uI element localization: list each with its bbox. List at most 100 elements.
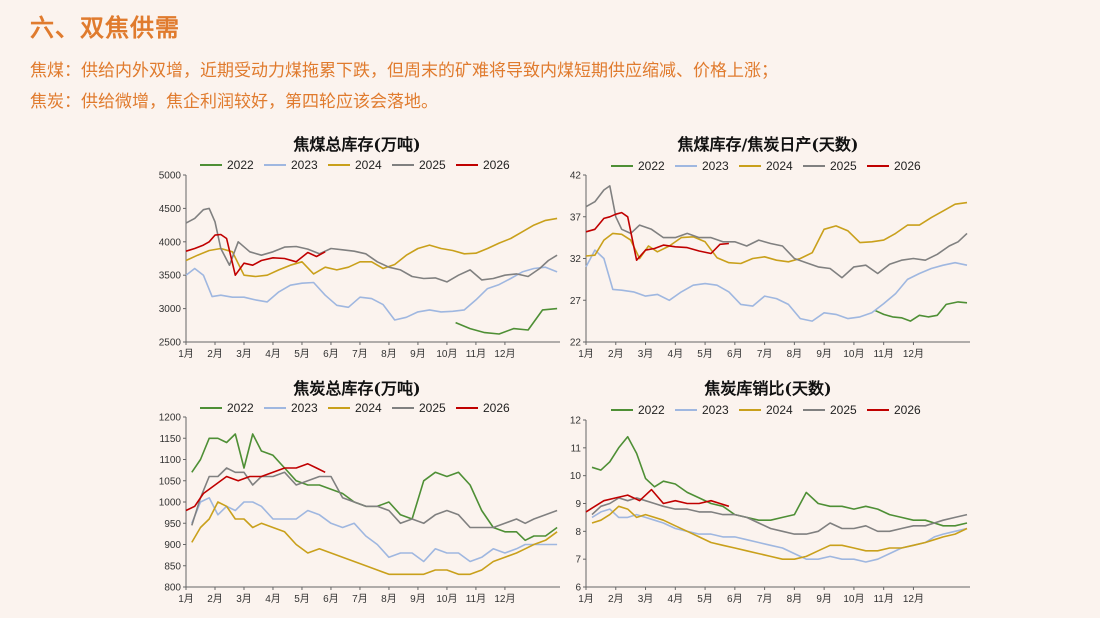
x-tick-label: 1月 — [578, 593, 594, 605]
legend-label-2023: 2023 — [291, 401, 318, 415]
series-line-2024 — [585, 201, 968, 265]
y-tick-label: 4000 — [159, 237, 182, 248]
series-line-2025 — [585, 185, 968, 279]
x-tick-label: 12月 — [903, 348, 924, 360]
legend-label-2023: 2023 — [702, 159, 729, 173]
x-tick-label: 10月 — [436, 348, 457, 360]
x-tick-label: 6月 — [727, 593, 743, 605]
series-line-2023 — [585, 249, 968, 322]
x-tick-label: 8月 — [787, 593, 803, 605]
legend-label-2024: 2024 — [766, 159, 793, 173]
y-tick-label: 5000 — [159, 171, 182, 182]
x-tick-label: 5月 — [294, 593, 310, 605]
x-tick-label: 6月 — [727, 348, 743, 360]
x-tick-label: 9月 — [816, 348, 832, 360]
legend-label-2024: 2024 — [355, 401, 382, 415]
y-tick-label: 4500 — [159, 204, 182, 215]
y-tick-label: 32 — [570, 254, 582, 265]
x-tick-label: 3月 — [236, 348, 252, 360]
legend-label-2022: 2022 — [227, 401, 254, 415]
legend-label-2025: 2025 — [419, 158, 446, 172]
x-tick-label: 11月 — [873, 593, 893, 605]
series-line-2022 — [455, 307, 558, 335]
x-tick-label: 7月 — [757, 593, 773, 605]
y-tick-label: 3500 — [159, 271, 182, 282]
y-tick-label: 10 — [570, 471, 582, 482]
series-line-2024 — [591, 505, 968, 561]
series-line-2022 — [591, 435, 968, 527]
x-tick-label: 8月 — [787, 348, 803, 360]
x-tick-label: 1月 — [178, 348, 194, 360]
series-line-2026 — [585, 211, 729, 262]
y-tick-label: 950 — [164, 519, 181, 530]
chart-title: 焦炭库销比(天数) — [703, 379, 831, 398]
x-tick-label: 1月 — [578, 348, 594, 360]
legend-label-2022: 2022 — [638, 403, 665, 417]
legend-label-2022: 2022 — [227, 158, 254, 172]
x-tick-label: 7月 — [352, 348, 368, 360]
legend-label-2023: 2023 — [291, 158, 318, 172]
x-tick-label: 3月 — [638, 593, 654, 605]
x-tick-label: 12月 — [494, 593, 515, 605]
series-line-2023 — [185, 266, 558, 321]
y-tick-label: 27 — [570, 296, 582, 307]
series-line-2026 — [185, 462, 326, 512]
x-tick-label: 11月 — [873, 348, 893, 360]
series-line-2022 — [874, 301, 968, 322]
x-tick-label: 12月 — [903, 593, 924, 605]
x-tick-label: 9月 — [410, 593, 426, 605]
x-tick-label: 4月 — [668, 593, 684, 605]
series-line-2025 — [191, 467, 558, 529]
x-tick-label: 11月 — [466, 348, 486, 360]
x-tick-label: 8月 — [381, 593, 397, 605]
series-line-2024 — [185, 217, 558, 278]
x-tick-label: 6月 — [323, 593, 339, 605]
page-title: 六、双焦供需 — [30, 14, 180, 42]
legend-label-2024: 2024 — [766, 403, 793, 417]
legend-label-2022: 2022 — [638, 159, 665, 173]
legend-label-2023: 2023 — [702, 403, 729, 417]
y-tick-label: 22 — [570, 338, 582, 349]
legend-label-2025: 2025 — [830, 403, 857, 417]
y-tick-label: 1050 — [159, 476, 182, 487]
x-tick-label: 9月 — [816, 593, 832, 605]
y-tick-label: 1000 — [159, 498, 182, 509]
legend-label-2025: 2025 — [419, 401, 446, 415]
x-tick-label: 10月 — [436, 593, 457, 605]
legend-label-2026: 2026 — [483, 401, 510, 415]
legend-label-2026: 2026 — [894, 403, 921, 417]
x-tick-label: 5月 — [294, 348, 310, 360]
x-tick-label: 4月 — [265, 593, 281, 605]
y-tick-label: 9 — [575, 499, 581, 510]
series-line-2023 — [191, 496, 558, 563]
y-tick-label: 7 — [575, 555, 581, 566]
series-line-2026 — [585, 488, 730, 513]
x-tick-label: 3月 — [236, 593, 252, 605]
legend-label-2026: 2026 — [483, 158, 510, 172]
coke-summary: 焦炭：供给微增，焦企利润较好，第四轮应该会落地。 — [30, 92, 438, 112]
chart-title: 焦炭总库存(万吨) — [292, 379, 420, 398]
x-tick-label: 4月 — [668, 348, 684, 360]
y-tick-label: 12 — [570, 416, 582, 427]
y-tick-label: 6 — [575, 583, 581, 594]
series-line-2026 — [185, 233, 326, 277]
series-line-2025 — [591, 497, 968, 535]
coking-coal-summary: 焦煤：供给内外双增，近期受动力煤拖累下跌，但周末的矿难将导致内煤短期供应缩减、价… — [30, 61, 778, 81]
x-tick-label: 5月 — [697, 593, 713, 605]
x-tick-label: 7月 — [352, 593, 368, 605]
legend-label-2026: 2026 — [894, 159, 921, 173]
x-tick-label: 9月 — [410, 348, 426, 360]
x-tick-label: 6月 — [323, 348, 339, 360]
x-tick-label: 1月 — [178, 593, 194, 605]
chart-coal-days: 焦煤库存/焦炭日产(天数) 22 27 32 37 42 1月 2月 3月 4月 5月 6月 7月 8月 9… — [570, 135, 970, 360]
y-tick-label: 1100 — [159, 455, 181, 466]
legend-label-2025: 2025 — [830, 159, 857, 173]
y-tick-label: 1150 — [159, 434, 181, 445]
y-tick-label: 2500 — [159, 338, 182, 349]
y-tick-label: 11 — [571, 443, 582, 454]
x-tick-label: 10月 — [843, 593, 864, 605]
x-tick-label: 12月 — [494, 348, 515, 360]
x-tick-label: 3月 — [638, 348, 654, 360]
y-tick-label: 850 — [164, 561, 181, 572]
